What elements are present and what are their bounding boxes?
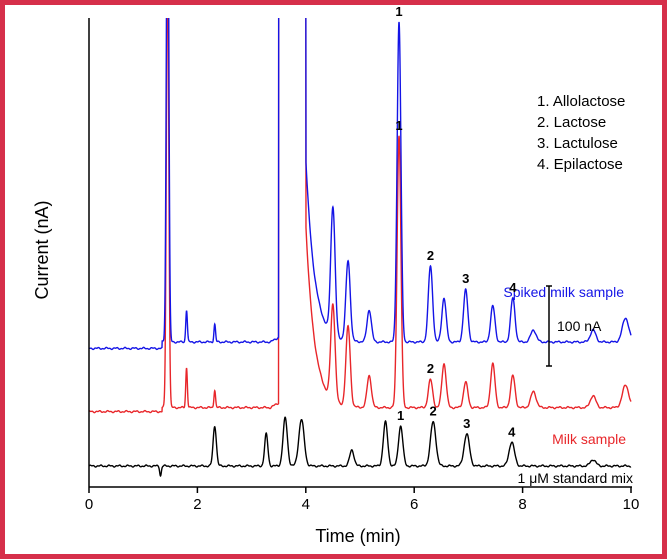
series-label-standard: 1 μM standard mix [518, 470, 633, 486]
peak-label: 3 [463, 416, 470, 431]
peak-label: 2 [430, 404, 437, 419]
x-tick-label: 2 [193, 496, 201, 513]
x-tick-label: 6 [410, 496, 418, 513]
peak-label: 1 [395, 4, 402, 19]
axes [88, 18, 632, 488]
trace-standard-mix [89, 416, 632, 477]
peak-label: 3 [462, 271, 469, 286]
peak-label: 2 [427, 361, 434, 376]
x-axis-ticks: 0 2 4 6 8 10 [85, 487, 640, 513]
peak-label: 2 [427, 248, 434, 263]
legend-entry-3: 3. Lactulose [537, 135, 618, 152]
series-label-milk: Milk sample [552, 431, 626, 447]
plot-area [89, 18, 632, 477]
series-label-spiked: Spiked milk sample [503, 284, 624, 300]
x-tick-label: 4 [302, 496, 310, 513]
peak-legend: 1. Allolactose 2. Lactose 3. Lactulose 4… [537, 93, 625, 173]
peak-label: 1 [397, 408, 404, 423]
x-axis-title: Time (min) [315, 526, 400, 546]
x-tick-label: 10 [623, 496, 640, 513]
series-labels: Spiked milk sample Milk sample 1 μM stan… [503, 284, 633, 486]
peak-label: 4 [509, 280, 517, 295]
scale-bar-label: 100 nA [557, 318, 602, 334]
x-tick-label: 0 [85, 496, 93, 513]
scale-bar: 100 nA [546, 285, 602, 367]
legend-entry-4: 4. Epilactose [537, 156, 623, 173]
peak-label: 4 [508, 424, 516, 439]
legend-entry-2: 2. Lactose [537, 114, 606, 131]
trace-milk-sample [89, 18, 632, 414]
y-axis-title: Current (nA) [32, 200, 52, 299]
trace-spiked-milk [89, 18, 632, 351]
peak-label: 1 [395, 118, 402, 133]
x-tick-label: 8 [518, 496, 526, 513]
legend-entry-1: 1. Allolactose [537, 93, 625, 110]
peak-labels: 1 2 3 4 1 2 1 2 3 4 [395, 4, 517, 439]
